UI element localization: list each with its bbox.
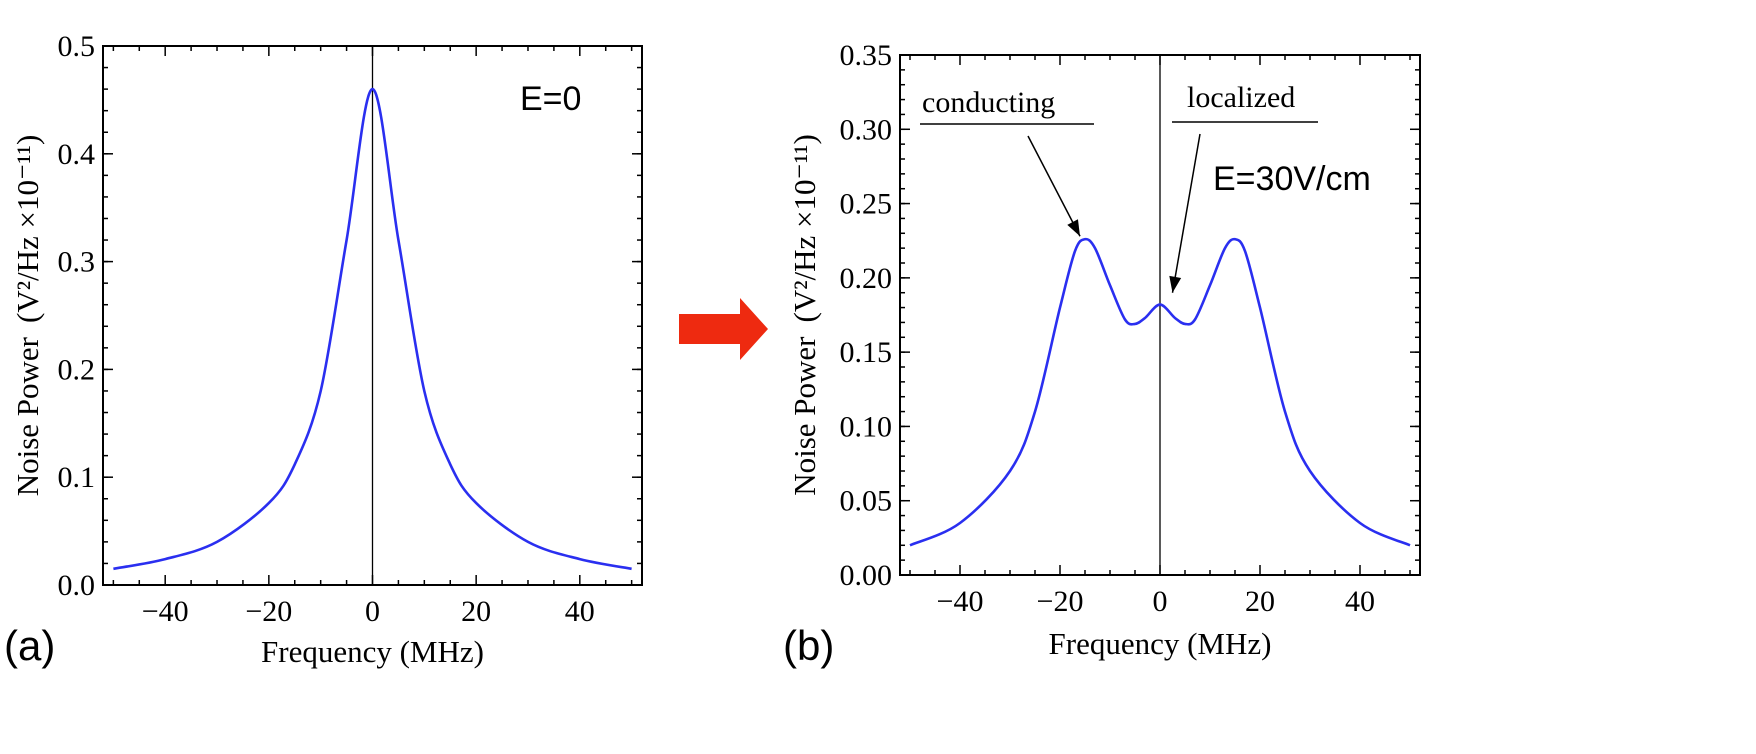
x-tick-label: −20 — [245, 595, 292, 628]
y-tick-label: 0.15 — [840, 336, 893, 369]
x-tick-label: 40 — [1345, 585, 1375, 618]
y-axis-title-units: (V²/Hz ×10⁻¹¹) — [787, 134, 822, 322]
callout-label-conducting: conducting — [922, 86, 1055, 119]
y-tick-label: 0.5 — [58, 30, 96, 63]
field-annotation: E=30V/cm — [1213, 160, 1371, 198]
x-axis-title: Frequency (MHz) — [1049, 626, 1272, 661]
x-tick-label: −40 — [142, 595, 189, 628]
y-tick-label: 0.05 — [840, 485, 893, 518]
y-tick-label: 0.1 — [58, 461, 96, 494]
y-axis-title-text: Noise Power — [10, 336, 45, 496]
x-tick-label: 20 — [1245, 585, 1275, 618]
callout-label-localized: localized — [1187, 81, 1295, 114]
callout-arrowhead — [1169, 275, 1182, 293]
right-arrow-icon — [679, 298, 768, 360]
x-tick-label: 40 — [565, 595, 595, 628]
callout-arrow-shaft — [1171, 133, 1201, 293]
x-tick-label: 0 — [365, 595, 380, 628]
x-tick-label: −20 — [1037, 585, 1084, 618]
panel-a-chart: −40 −20 0 20 40 0.0 0.1 0.2 0.3 0.4 0.5 Frequency (… — [4, 30, 643, 669]
panel-label: (a) — [4, 622, 55, 669]
y-axis-title: Noise Power (V²/Hz ×10⁻¹¹) — [787, 134, 822, 496]
y-tick-label: 0.4 — [58, 138, 96, 171]
x-tick-label: −40 — [937, 585, 984, 618]
y-tick-label: 0.10 — [840, 410, 893, 443]
y-tick-label: 0.25 — [840, 188, 893, 221]
noise-power-curve — [113, 87, 632, 571]
y-tick-label: 0.2 — [58, 353, 96, 386]
y-axis-title: Noise Power (V²/Hz ×10⁻¹¹) — [10, 135, 45, 497]
field-annotation: E=0 — [520, 80, 581, 118]
noise-power-curve — [909, 237, 1411, 547]
y-tick-label: 0.00 — [840, 559, 893, 592]
transition-arrow — [679, 298, 768, 360]
y-tick-label: 0.30 — [840, 113, 893, 146]
panel-label: (b) — [783, 622, 834, 669]
x-tick-label: 20 — [461, 595, 491, 628]
y-tick-label: 0.0 — [58, 569, 96, 602]
callout-arrow-shaft — [1027, 135, 1081, 237]
y-tick-label: 0.20 — [840, 262, 893, 295]
y-axis-title-units: (V²/Hz ×10⁻¹¹) — [10, 135, 45, 323]
panel-b-chart: −40 −20 0 20 40 0.00 0.05 0.10 0.15 0.20 0.25 0.30 0… — [783, 39, 1421, 669]
y-tick-label: 0.3 — [58, 246, 96, 279]
y-axis-title-text: Noise Power — [787, 336, 822, 496]
x-tick-label: 0 — [1153, 585, 1168, 618]
x-axis-title: Frequency (MHz) — [261, 634, 484, 669]
callout-arrowhead — [1067, 219, 1080, 237]
y-tick-label: 0.35 — [840, 39, 893, 72]
